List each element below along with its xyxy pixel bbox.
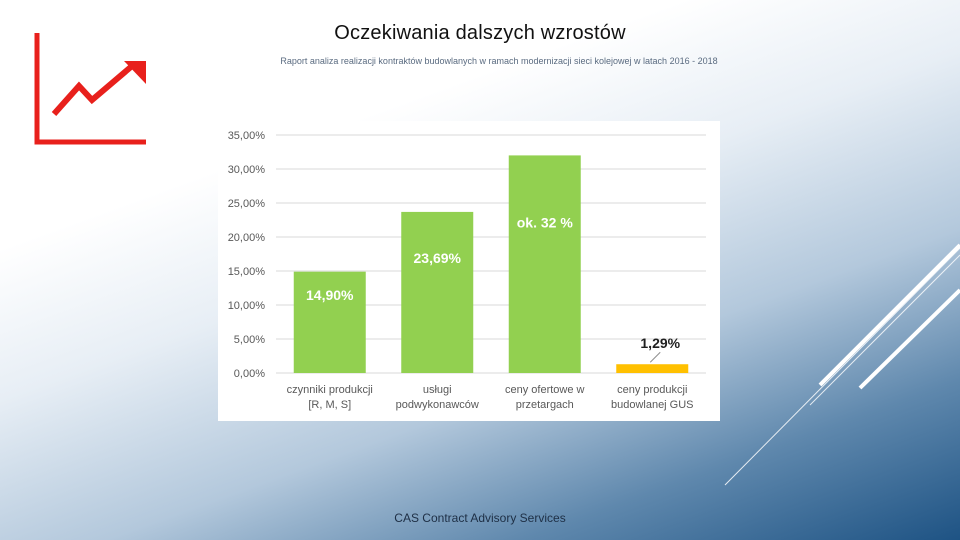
bar [508,155,581,373]
data-label: 14,90% [306,287,354,303]
y-tick-label: 10,00% [228,300,266,312]
y-tick-label: 30,00% [228,164,266,176]
bar [616,364,689,373]
bar [401,211,474,373]
y-tick-label: 20,00% [228,232,266,244]
y-tick-label: 0,00% [234,368,265,380]
page-subtitle: Raport analiza realizacji kontraktów bud… [280,56,718,66]
x-tick-label: przetargach [516,399,574,411]
x-tick-label: ceny produkcji [617,384,687,396]
y-tick-label: 15,00% [228,266,266,278]
y-tick-label: 5,00% [234,334,265,346]
data-label: 1,29% [640,335,680,351]
x-tick-label: budowlanej GUS [611,399,694,411]
bar [293,271,366,373]
chart-arrow-up-icon [34,33,146,145]
data-label: 23,69% [414,250,462,266]
y-tick-label: 25,00% [228,198,266,210]
x-tick-label: podwykonawców [396,399,479,411]
x-tick-label: [R, M, S] [308,399,351,411]
x-tick-label: usługi [423,384,452,396]
x-tick-label: czynniki produkcji [287,384,373,396]
page-title: Oczekiwania dalszych wzrostów [334,22,626,44]
bar-chart-svg: 0,00% 5,00% 10,00% 15,00% 20,00% 25,00% 30,00%… [228,130,706,411]
data-label: ok. 32 % [517,214,574,230]
footer-text: CAS Contract Advisory Services [394,511,566,525]
bar-chart: 0,00% 5,00% 10,00% 15,00% 20,00% 25,00% 30,00%… [218,121,720,421]
data-label-leader [649,351,661,363]
y-tick-label: 35,00% [228,130,266,142]
x-tick-label: ceny ofertowe w [505,384,585,396]
